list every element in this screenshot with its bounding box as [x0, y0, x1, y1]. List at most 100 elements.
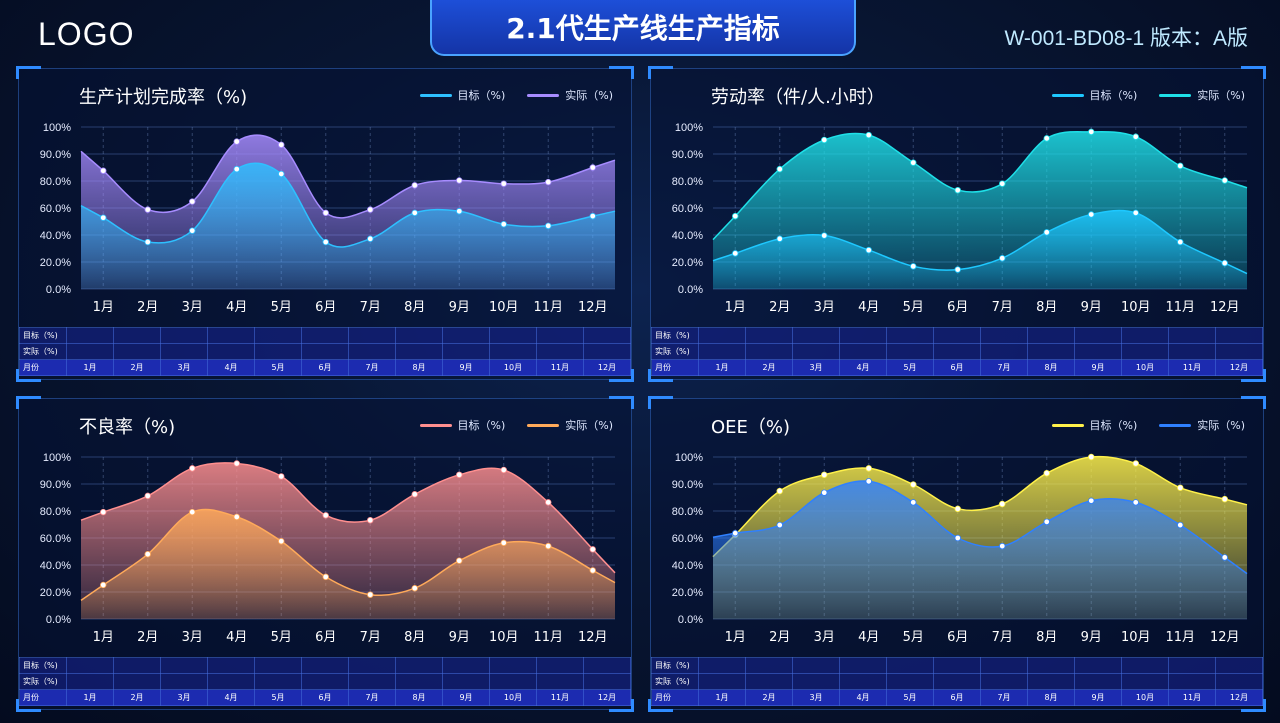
data-point[interactable] [367, 591, 374, 598]
data-point[interactable] [1221, 495, 1228, 503]
data-point[interactable] [1132, 499, 1139, 506]
data-point[interactable] [189, 227, 196, 234]
data-point[interactable] [589, 212, 596, 220]
data-point[interactable] [776, 521, 783, 529]
data-point[interactable] [1177, 484, 1184, 491]
data-point[interactable] [189, 465, 196, 472]
data-point[interactable] [1177, 162, 1184, 170]
data-point[interactable] [322, 512, 329, 519]
data-point[interactable] [910, 159, 917, 166]
data-point[interactable] [500, 539, 507, 547]
data-point[interactable] [189, 198, 196, 205]
data-point[interactable] [456, 208, 463, 215]
data-point[interactable] [1088, 128, 1095, 136]
data-point[interactable] [278, 170, 285, 178]
data-point[interactable] [278, 538, 285, 545]
data-point[interactable] [1043, 135, 1050, 142]
data-point[interactable] [189, 508, 196, 516]
data-point[interactable] [456, 557, 463, 564]
data-point[interactable] [144, 492, 151, 500]
data-point[interactable] [1043, 470, 1050, 477]
data-point[interactable] [865, 478, 872, 485]
data-point[interactable] [865, 465, 872, 472]
data-point[interactable] [910, 481, 917, 488]
data-point[interactable] [278, 141, 285, 149]
data-point[interactable] [954, 534, 961, 542]
data-point[interactable] [411, 209, 418, 217]
data-point[interactable] [821, 471, 828, 479]
data-point[interactable] [954, 186, 961, 194]
data-point[interactable] [910, 263, 917, 270]
data-point[interactable] [233, 138, 240, 145]
data-point[interactable] [865, 131, 872, 139]
data-point[interactable] [1177, 521, 1184, 529]
data-point[interactable] [1088, 453, 1095, 461]
data-point[interactable] [954, 505, 961, 513]
data-point[interactable] [1088, 497, 1095, 504]
data-point[interactable] [545, 178, 552, 186]
data-point[interactable] [100, 581, 107, 589]
data-point[interactable] [233, 460, 240, 467]
data-point[interactable] [411, 491, 418, 498]
table-cell [348, 657, 396, 674]
data-point[interactable] [545, 222, 552, 230]
data-point[interactable] [322, 238, 329, 246]
data-point[interactable] [100, 508, 107, 516]
data-point[interactable] [322, 573, 329, 581]
data-point[interactable] [278, 473, 285, 480]
data-point[interactable] [821, 136, 828, 144]
data-point[interactable] [1221, 177, 1228, 184]
data-point[interactable] [732, 250, 739, 257]
data-point[interactable] [367, 206, 374, 213]
frame-corner [16, 396, 41, 409]
data-point[interactable] [1177, 238, 1184, 246]
data-point[interactable] [776, 165, 783, 173]
data-point[interactable] [545, 542, 552, 550]
data-point[interactable] [411, 585, 418, 592]
data-point[interactable] [999, 542, 1006, 550]
data-point[interactable] [100, 214, 107, 221]
data-point[interactable] [1132, 133, 1139, 140]
data-point[interactable] [910, 499, 917, 506]
data-point[interactable] [456, 177, 463, 184]
data-point[interactable] [732, 529, 739, 537]
data-point[interactable] [411, 182, 418, 189]
data-point[interactable] [589, 546, 596, 553]
month-cell: 10月 [489, 359, 537, 376]
data-point[interactable] [1043, 229, 1050, 236]
data-point[interactable] [322, 209, 329, 217]
data-point[interactable] [732, 212, 739, 220]
data-point[interactable] [367, 235, 374, 242]
data-point[interactable] [999, 180, 1006, 187]
data-point[interactable] [1132, 460, 1139, 467]
data-point[interactable] [999, 500, 1006, 508]
data-point[interactable] [456, 471, 463, 479]
data-point[interactable] [1221, 259, 1228, 267]
x-tick-label: 4月 [858, 300, 879, 315]
data-point[interactable] [776, 235, 783, 242]
data-point[interactable] [1088, 211, 1095, 218]
data-point[interactable] [500, 220, 507, 228]
data-point[interactable] [233, 165, 240, 173]
data-point[interactable] [500, 466, 507, 474]
data-point[interactable] [1221, 554, 1228, 561]
data-point[interactable] [821, 489, 828, 496]
data-point[interactable] [954, 266, 961, 273]
data-point[interactable] [1043, 518, 1050, 525]
data-point[interactable] [999, 255, 1006, 262]
data-point[interactable] [367, 516, 374, 524]
data-point[interactable] [144, 550, 151, 558]
data-point[interactable] [500, 180, 507, 187]
data-point[interactable] [589, 567, 596, 574]
data-point[interactable] [545, 499, 552, 506]
data-point[interactable] [233, 513, 240, 521]
data-point[interactable] [144, 238, 151, 246]
data-point[interactable] [776, 487, 783, 495]
data-point[interactable] [589, 164, 596, 171]
data-point[interactable] [1132, 209, 1139, 217]
data-point[interactable] [821, 232, 828, 239]
data-point[interactable] [865, 246, 872, 254]
data-point[interactable] [100, 167, 107, 174]
panel-labor-rate: 劳动率（件/人.小时） 目标（%) 实际（%) 0.0% 20.0% 40.0% 60.0%… [648, 66, 1266, 382]
data-point[interactable] [144, 206, 151, 213]
